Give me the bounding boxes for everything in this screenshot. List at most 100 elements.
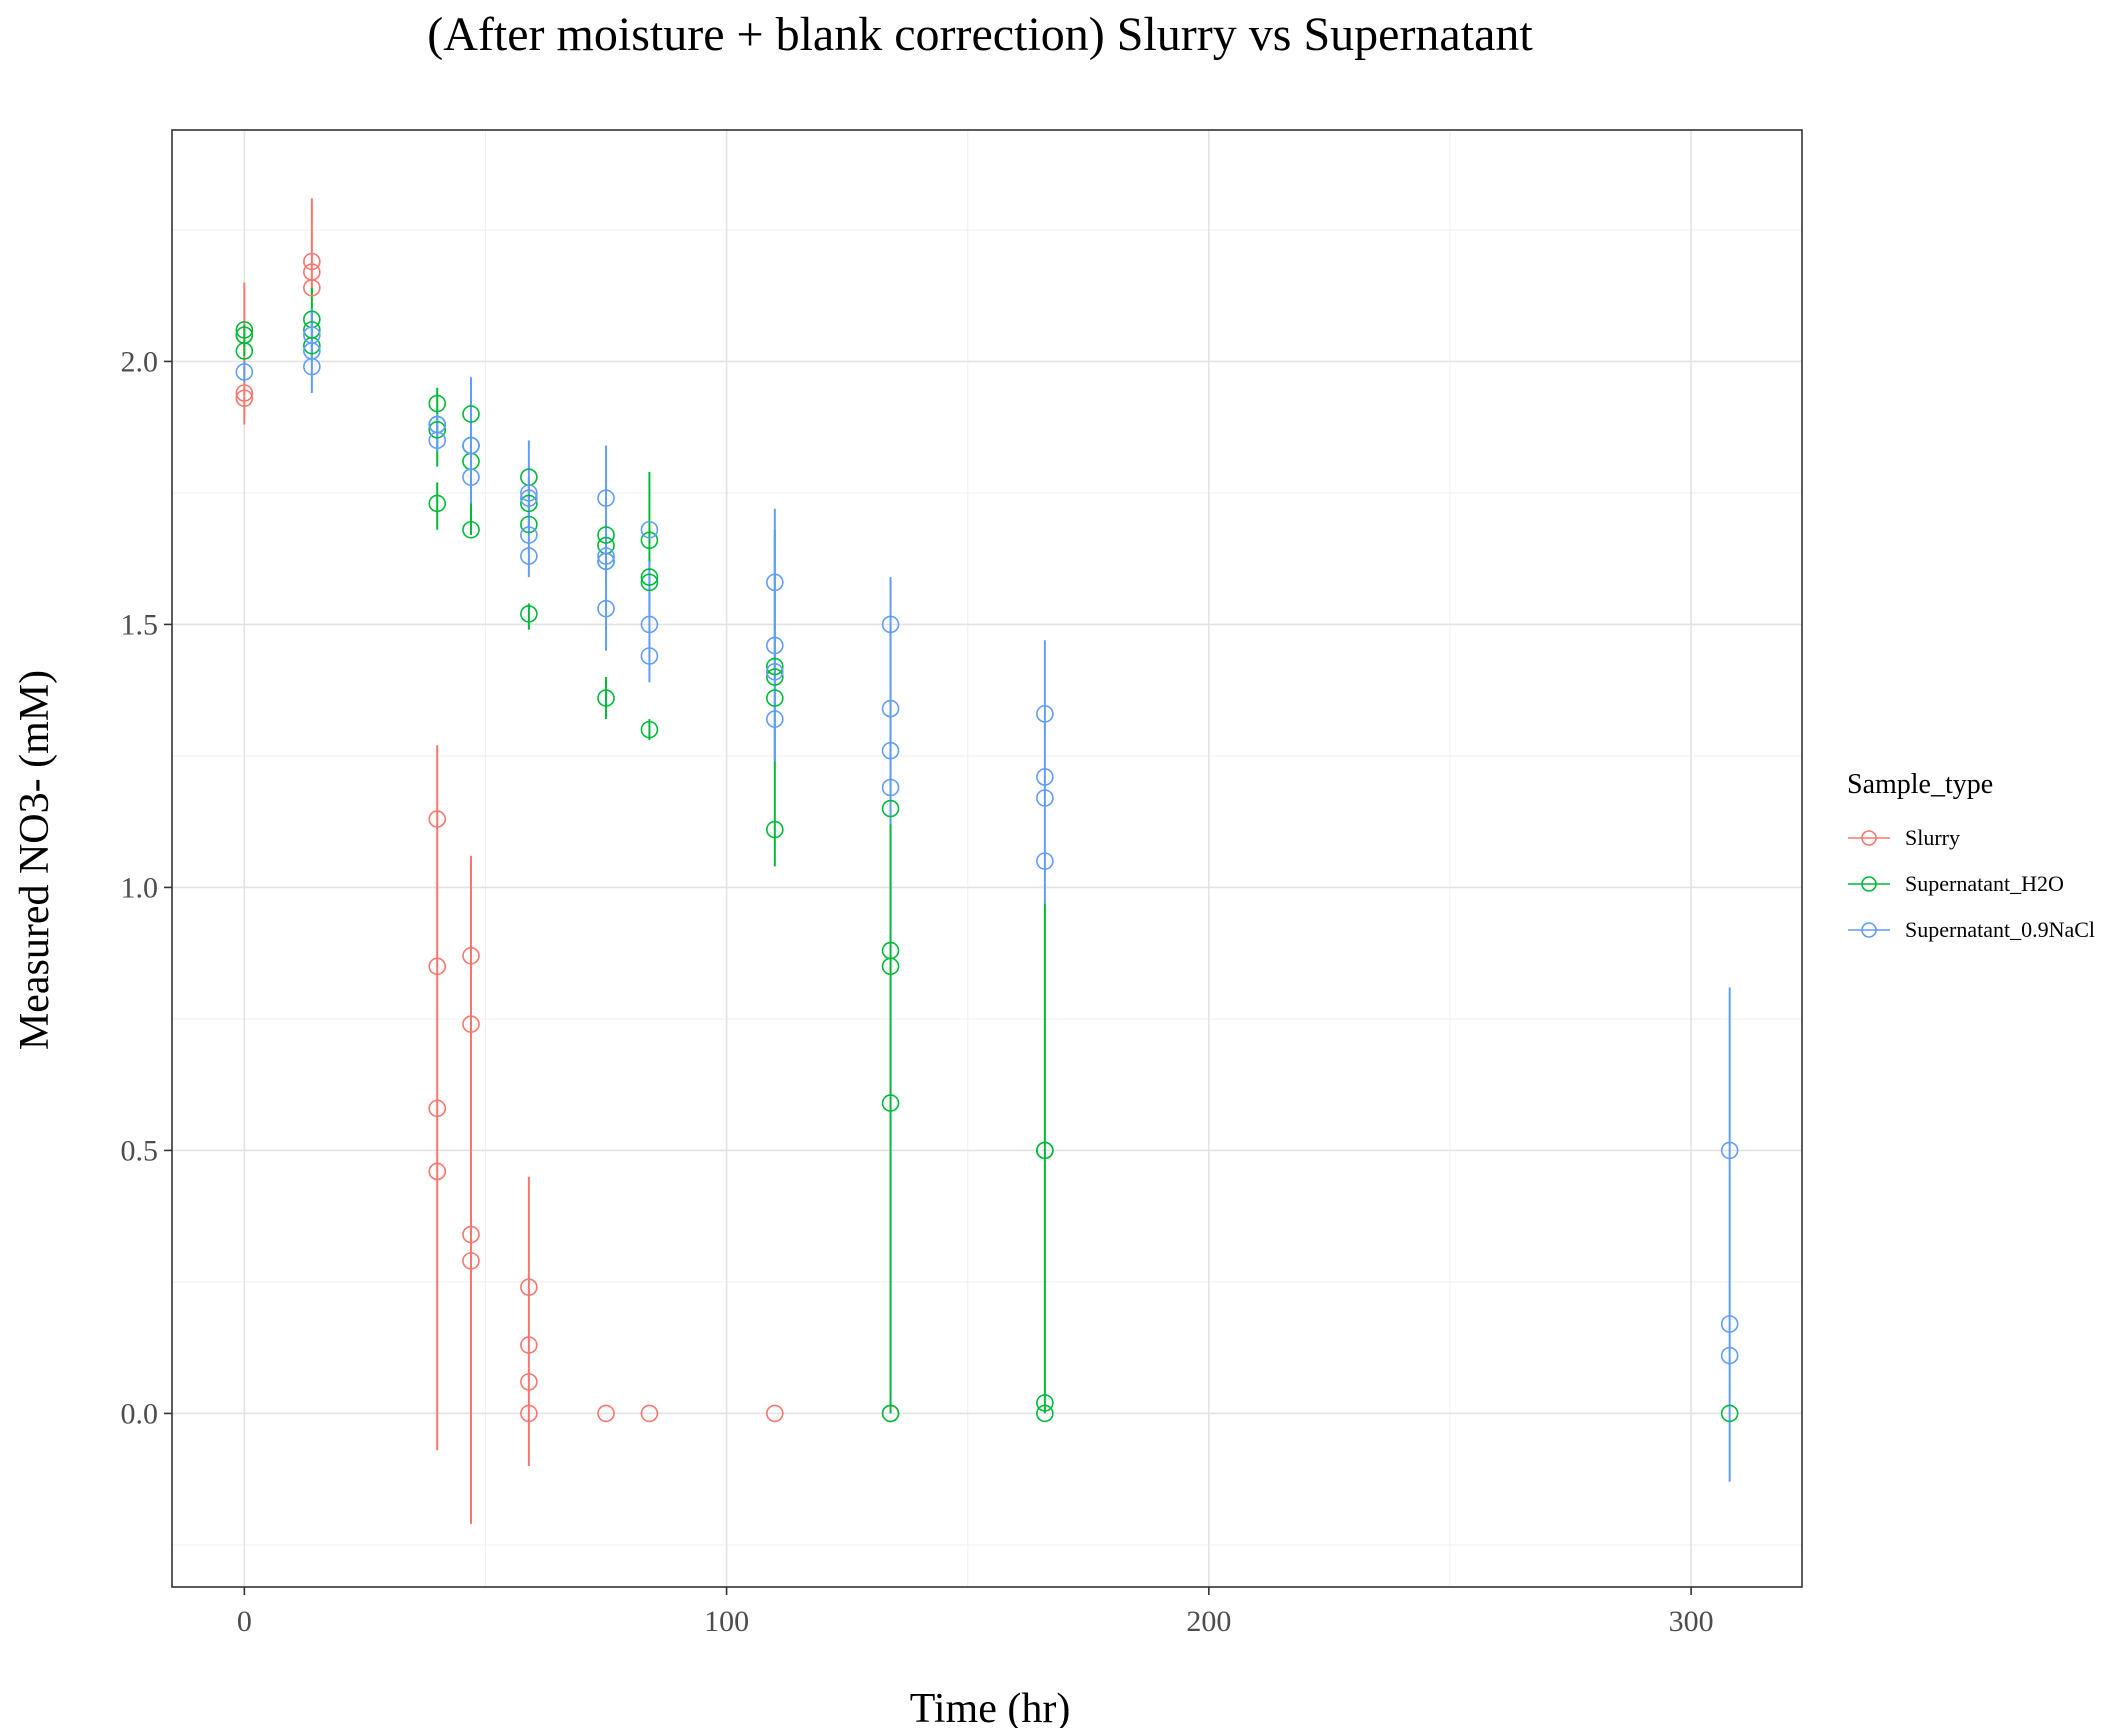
- point-slurry: [640, 1404, 659, 1423]
- point-slurry: [303, 278, 321, 297]
- legend-label-supernatant-h2o: Supernatant_H2O: [1905, 871, 2064, 896]
- point-supernatant-0-9nacl: [1720, 1141, 1739, 1160]
- point-supernatant-h2o: [597, 689, 615, 707]
- point-supernatant-0-9nacl: [1720, 1315, 1739, 1333]
- point-slurry: [428, 1162, 447, 1181]
- plot-panel: [172, 130, 1802, 1587]
- point-supernatant-h2o: [462, 405, 480, 423]
- point-supernatant-h2o: [766, 657, 784, 676]
- y-tick-label: 0.5: [121, 1134, 159, 1167]
- point-supernatant-0-9nacl: [640, 520, 659, 539]
- x-tick-label: 100: [704, 1605, 749, 1638]
- point-supernatant-h2o: [520, 494, 538, 513]
- point-slurry: [462, 1015, 480, 1033]
- point-supernatant-h2o: [881, 1404, 900, 1423]
- y-tick-label: 2.0: [121, 345, 159, 378]
- point-supernatant-h2o: [640, 573, 659, 592]
- legend-key-point-supernatant-h2o: [1861, 876, 1877, 892]
- point-slurry: [462, 1225, 480, 1244]
- legend-key-point-slurry: [1861, 830, 1877, 846]
- grid: [172, 130, 1802, 1587]
- point-supernatant-h2o: [766, 668, 784, 686]
- point-slurry: [428, 810, 447, 828]
- point-supernatant-h2o: [640, 531, 659, 550]
- point-supernatant-h2o: [428, 494, 447, 513]
- legend-key-point-supernatant-0-9nacl: [1861, 922, 1877, 938]
- legend-title: Sample_type: [1847, 769, 1993, 800]
- point-slurry: [462, 947, 480, 965]
- legend-label-supernatant-0-9nacl: Supernatant_0.9NaCl: [1905, 917, 2095, 942]
- plot-border: [171, 129, 1803, 1588]
- point-supernatant-0-9nacl: [520, 484, 538, 502]
- point-slurry: [428, 1099, 447, 1118]
- point-supernatant-0-9nacl: [1036, 789, 1054, 807]
- point-supernatant-0-9nacl: [766, 573, 784, 592]
- y-tick-label: 1.5: [121, 608, 159, 641]
- point-slurry: [235, 384, 254, 402]
- point-supernatant-h2o: [235, 342, 254, 360]
- point-supernatant-0-9nacl: [881, 699, 900, 718]
- point-supernatant-h2o: [303, 336, 321, 355]
- point-supernatant-0-9nacl: [597, 489, 615, 507]
- point-supernatant-0-9nacl: [520, 526, 538, 544]
- point-slurry: [520, 1404, 538, 1423]
- error-bars: [243, 198, 1731, 1524]
- point-supernatant-h2o: [1036, 1394, 1054, 1412]
- point-supernatant-0-9nacl: [428, 431, 447, 450]
- point-slurry: [520, 1373, 538, 1391]
- point-supernatant-0-9nacl: [462, 436, 480, 455]
- point-supernatant-0-9nacl: [520, 489, 538, 507]
- point-supernatant-h2o: [1720, 1404, 1739, 1423]
- point-supernatant-h2o: [1036, 1141, 1054, 1160]
- point-supernatant-h2o: [881, 957, 900, 976]
- point-supernatant-0-9nacl: [597, 599, 615, 618]
- point-supernatant-0-9nacl: [597, 552, 615, 571]
- point-supernatant-h2o: [428, 394, 447, 413]
- point-slurry: [520, 1278, 538, 1296]
- point-supernatant-h2o: [640, 720, 659, 739]
- point-supernatant-0-9nacl: [303, 357, 321, 376]
- point-supernatant-0-9nacl: [1720, 1346, 1739, 1365]
- point-supernatant-0-9nacl: [1036, 705, 1054, 723]
- point-supernatant-h2o: [640, 568, 659, 586]
- point-supernatant-0-9nacl: [520, 547, 538, 565]
- point-slurry: [597, 1404, 615, 1423]
- point-supernatant-h2o: [766, 689, 784, 707]
- point-supernatant-h2o: [235, 321, 254, 339]
- point-supernatant-0-9nacl: [640, 615, 659, 634]
- point-supernatant-h2o: [881, 799, 900, 818]
- point-supernatant-h2o: [428, 421, 447, 439]
- point-supernatant-0-9nacl: [462, 468, 480, 486]
- point-slurry: [766, 1404, 784, 1423]
- point-supernatant-h2o: [1036, 1404, 1054, 1423]
- x-tick-label: 200: [1186, 1605, 1231, 1638]
- legend-label-slurry: Slurry: [1905, 825, 1960, 850]
- point-supernatant-h2o: [766, 820, 784, 839]
- chart-title: (After moisture + blank correction) Slur…: [427, 8, 1533, 61]
- data-points: [235, 252, 1739, 1423]
- point-supernatant-0-9nacl: [1036, 852, 1054, 870]
- point-supernatant-0-9nacl: [766, 662, 784, 681]
- axes: 0 100 200 300 0.0 0.5 1.0 1.5 2.0: [121, 345, 1714, 1638]
- x-tick-label: 0: [237, 1605, 252, 1638]
- point-supernatant-h2o: [520, 515, 538, 534]
- point-supernatant-0-9nacl: [640, 647, 659, 665]
- y-axis-title: Measured NO3- (mM): [12, 670, 58, 1050]
- point-supernatant-h2o: [597, 526, 615, 544]
- point-supernatant-0-9nacl: [766, 710, 784, 728]
- point-supernatant-0-9nacl: [881, 741, 900, 760]
- x-axis-title: Time (hr): [910, 1686, 1071, 1728]
- point-supernatant-0-9nacl: [1036, 768, 1054, 786]
- point-supernatant-0-9nacl: [881, 615, 900, 634]
- point-supernatant-h2o: [462, 520, 480, 539]
- point-supernatant-h2o: [881, 1094, 900, 1112]
- y-tick-label: 1.0: [121, 871, 159, 904]
- point-slurry: [235, 389, 254, 408]
- point-supernatant-0-9nacl: [766, 636, 784, 655]
- point-slurry: [428, 957, 447, 976]
- y-tick-label: 0.0: [121, 1397, 159, 1430]
- x-tick-label: 300: [1669, 1605, 1714, 1638]
- point-supernatant-0-9nacl: [881, 778, 900, 797]
